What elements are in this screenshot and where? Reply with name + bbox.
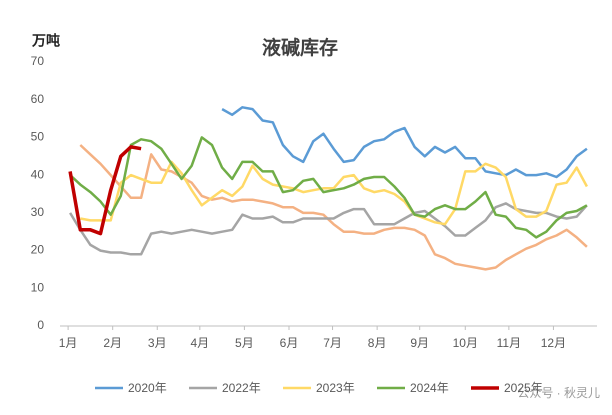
x-tick-label: 9月 — [410, 336, 429, 350]
y-tick-label: 0 — [37, 318, 44, 332]
x-tick-label: 3月 — [148, 336, 167, 350]
series-line — [68, 145, 142, 236]
x-tick-label: 5月 — [235, 336, 254, 350]
x-tick-label: 10月 — [453, 336, 478, 350]
x-tick-label: 2月 — [103, 336, 122, 350]
y-tick-label: 30 — [31, 205, 45, 219]
y-tick-label: 60 — [31, 92, 45, 106]
y-tick-label: 10 — [31, 280, 45, 294]
x-tick-label: 8月 — [368, 336, 387, 350]
series-line — [80, 160, 589, 226]
y-axis-label: 万吨 — [31, 33, 60, 49]
y-tick-label: 50 — [31, 130, 45, 144]
watermark: 公众号 · 秋灵儿 — [517, 386, 600, 400]
legend-label: 2025年 — [504, 381, 543, 395]
x-tick-label: 1月 — [59, 336, 78, 350]
x-tick-label: 4月 — [190, 336, 209, 350]
legend-label: 2023年 — [316, 381, 355, 395]
y-tick-label: 70 — [31, 54, 45, 68]
x-tick-label: 11月 — [497, 336, 521, 350]
x-tick-label: 12月 — [541, 336, 566, 350]
y-tick-label: 20 — [31, 243, 45, 257]
x-tick-label: 6月 — [280, 336, 299, 350]
series-line — [79, 144, 588, 271]
chart-title: 液碱库存 — [262, 36, 338, 59]
legend-label: 2024年 — [410, 381, 449, 395]
x-tick-label: 7月 — [323, 336, 342, 350]
legend-label: 2022年 — [222, 381, 261, 395]
y-tick-label: 40 — [31, 167, 45, 181]
legend-label: 2020年 — [128, 381, 167, 395]
series-line — [69, 202, 588, 256]
series-line — [221, 106, 588, 179]
series-line — [69, 136, 588, 239]
